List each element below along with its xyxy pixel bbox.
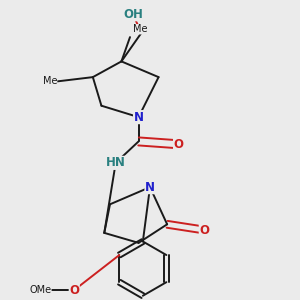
Text: N: N [134,111,144,124]
Text: OMe: OMe [29,285,51,295]
Text: N: N [145,181,155,194]
Text: HN: HN [106,156,126,170]
Text: O: O [174,138,184,151]
Text: OH: OH [123,8,143,21]
Text: O: O [199,224,209,236]
Text: Me: Me [133,24,147,34]
Text: Me: Me [43,76,57,86]
Text: O: O [69,284,79,296]
